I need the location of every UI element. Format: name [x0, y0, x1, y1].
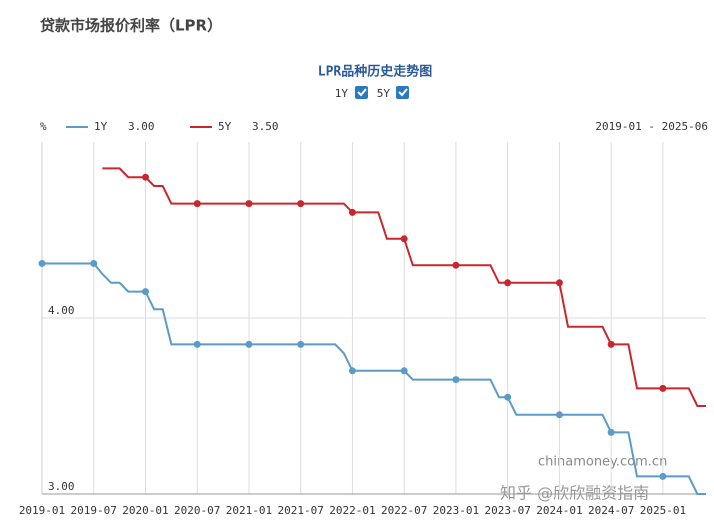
point	[245, 200, 253, 208]
x-tick-label: 2023-07	[484, 504, 530, 517]
point	[193, 340, 201, 348]
point	[245, 340, 253, 348]
point	[504, 393, 512, 401]
legend-value: 3.00	[128, 120, 155, 133]
point	[90, 259, 98, 267]
x-tick-label: 2024-07	[588, 504, 634, 517]
point	[452, 261, 460, 269]
x-tick-label: 2019-01	[19, 504, 65, 517]
y-tick-label: 3.00	[48, 480, 75, 493]
point	[504, 279, 512, 287]
checkbox[interactable]	[396, 86, 409, 99]
x-tick-label: 2020-07	[174, 504, 220, 517]
y-unit: %	[40, 120, 47, 133]
point	[348, 367, 356, 375]
x-tick-label: 2022-01	[329, 504, 375, 517]
point	[297, 340, 305, 348]
x-tick-label: 2019-07	[71, 504, 117, 517]
point	[555, 411, 563, 419]
x-tick-label: 2021-01	[226, 504, 272, 517]
point	[659, 384, 667, 392]
page-header: 贷款市场报价利率（LPR）	[40, 17, 222, 35]
date-range: 2019-01 - 2025-06	[595, 120, 708, 133]
line-series	[42, 262, 706, 495]
point	[607, 340, 615, 348]
point	[348, 208, 356, 216]
chart-title: LPR品种历史走势图	[318, 64, 432, 80]
point	[659, 472, 667, 480]
x-tick-label: 2025-01	[640, 504, 686, 517]
x-tick-label: 2022-07	[381, 504, 427, 517]
point	[400, 367, 408, 375]
point	[141, 173, 149, 181]
x-tick-label: 2020-01	[122, 504, 168, 517]
point	[452, 376, 460, 384]
point	[141, 288, 149, 296]
point	[297, 200, 305, 208]
checkbox[interactable]	[355, 86, 368, 99]
point	[38, 259, 46, 267]
toggle-label: 5Y	[377, 87, 391, 100]
point	[193, 200, 201, 208]
legend-label: 5Y	[218, 120, 232, 133]
x-tick-label: 2024-01	[536, 504, 582, 517]
x-tick-label: 2023-01	[433, 504, 479, 517]
point	[555, 279, 563, 287]
point	[400, 235, 408, 243]
x-tick-label: 2021-07	[278, 504, 324, 517]
watermark: chinamoney.com.cn	[538, 455, 667, 470]
watermark: 知乎 @欣欣融资指南	[500, 484, 649, 503]
toggle-label: 1Y	[335, 87, 349, 100]
point	[607, 428, 615, 436]
y-tick-label: 4.00	[48, 304, 75, 317]
legend-label: 1Y	[94, 120, 108, 133]
legend-value: 3.50	[252, 120, 279, 133]
